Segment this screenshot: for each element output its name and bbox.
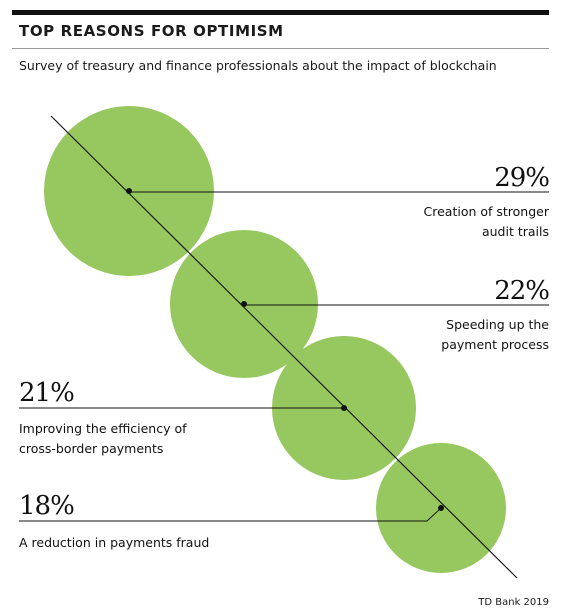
source-note: TD Bank 2019 [478,597,549,608]
value-label-2: 22% [494,276,549,306]
category-label-2-line-1: Speeding up the [446,317,549,332]
header-bar [12,10,549,15]
category-label-1-line-1: Creation of stronger [424,204,550,219]
leader-line-4 [19,507,442,522]
category-label-3-line-2: cross-border payments [19,441,163,456]
category-label-3-line-1: Improving the efficiency of [19,421,187,436]
chart-title: TOP REASONS FOR OPTIMISM [19,22,284,40]
bubble-center-dot-2 [241,301,247,307]
title-divider [12,48,549,49]
category-label-2-line-2: payment process [441,337,549,352]
category-label-4-line-1: A reduction in payments fraud [19,535,209,550]
bubble-center-dot-3 [341,405,347,411]
category-label-1-line-2: audit trails [482,224,549,239]
value-label-3: 21% [19,378,74,408]
value-label-1: 29% [494,163,549,193]
bubble-center-dot-1 [126,188,132,194]
value-label-4: 18% [19,491,74,521]
bubble-center-dot-4 [438,505,444,511]
chart-subtitle: Survey of treasury and finance professio… [19,58,497,73]
